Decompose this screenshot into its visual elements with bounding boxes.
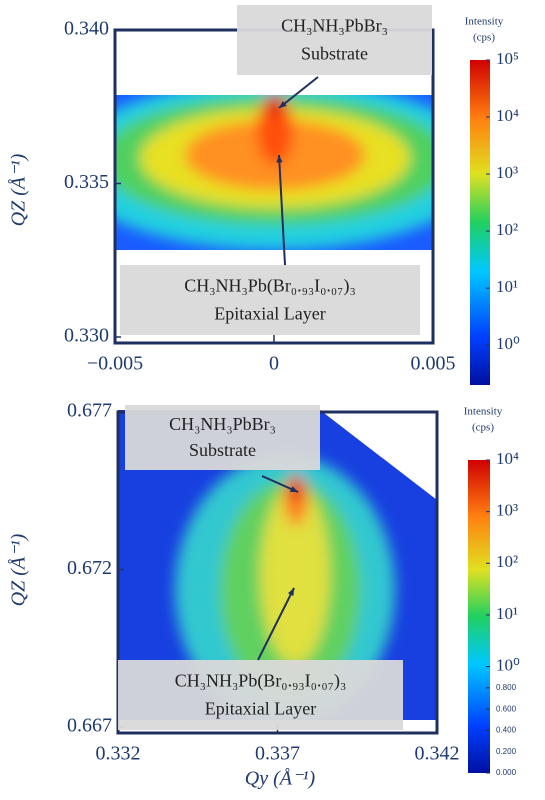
annotation-box bbox=[118, 660, 403, 730]
colorbar-tick-label: 10¹ bbox=[496, 604, 518, 623]
x-axis-label: Qy (Å⁻¹) bbox=[245, 768, 316, 790]
x-tick-label: 0.332 bbox=[96, 743, 141, 765]
annotation-text: Substrate bbox=[189, 440, 256, 460]
annotation-box bbox=[120, 265, 420, 335]
annotation-text: CH₃NH₃Pb(Br₀.₉₃I₀.₀₇)₃ bbox=[184, 276, 355, 297]
annotation-text: CH₃NH₃Pb(Br₀.₉₃I₀.₀₇)₃ bbox=[175, 671, 346, 692]
annotation-text: CH₃NH₃PbBr₃ bbox=[169, 414, 276, 434]
y-tick-label: 0.667 bbox=[67, 715, 112, 737]
colorbar-tick-label: 10⁰ bbox=[496, 334, 520, 353]
annotation-box bbox=[125, 405, 320, 470]
annotation-text: Epitaxial Layer bbox=[205, 699, 316, 719]
annotation-arrow bbox=[257, 587, 295, 661]
colorbar-tick-label: 10⁵ bbox=[496, 49, 519, 68]
colorbar-tick-label: 0.600 bbox=[496, 704, 517, 713]
x-tick-label: 0.337 bbox=[255, 743, 300, 765]
y-tick-label: 0.330 bbox=[64, 325, 109, 347]
colorbar-tick-label: 10³ bbox=[496, 163, 518, 182]
colorbar-tick-label: 0.400 bbox=[496, 726, 517, 735]
colorbar-tick-label: 0.800 bbox=[496, 683, 517, 692]
arrow-head bbox=[290, 486, 298, 492]
annotation-text: CH₃NH₃PbBr₃ bbox=[281, 16, 388, 36]
colorbar-tick-label: 10⁰ bbox=[496, 655, 520, 674]
colorbar-title: (cps) bbox=[473, 32, 495, 44]
colorbar-tick-label: 0.000 bbox=[496, 768, 517, 777]
annotation-arrow bbox=[278, 76, 319, 109]
arrow-head bbox=[287, 588, 294, 596]
x-tick-label: −0.005 bbox=[87, 353, 143, 375]
colorbar bbox=[470, 60, 490, 385]
y-axis-label: QZ (Å⁻¹) bbox=[8, 153, 30, 226]
annotation-box bbox=[237, 5, 432, 75]
colorbar bbox=[468, 460, 490, 773]
colorbar-tick-label: 10² bbox=[496, 220, 518, 239]
y-tick-label: 0.672 bbox=[67, 557, 112, 579]
colorbar-tick-label: 10⁴ bbox=[496, 449, 519, 468]
colorbar-tick-label: 10³ bbox=[496, 501, 518, 520]
y-tick-label: 0.335 bbox=[64, 171, 109, 193]
colorbar-tick-label: 10⁴ bbox=[496, 106, 519, 125]
annotation-text: Epitaxial Layer bbox=[214, 304, 325, 324]
colorbar-tick-label: 0.200 bbox=[496, 747, 517, 756]
arrow-head bbox=[276, 155, 283, 163]
colorbar-tick-label: 10² bbox=[496, 552, 518, 571]
y-tick-label: 0.340 bbox=[64, 18, 109, 40]
annotation-text: Substrate bbox=[301, 44, 368, 64]
colorbar-title: (cps) bbox=[472, 422, 494, 434]
intensity-map bbox=[115, 95, 433, 250]
x-tick-label: 0.005 bbox=[411, 353, 456, 375]
colorbar-title: Intensity bbox=[464, 406, 503, 418]
x-tick-label: 0.342 bbox=[415, 743, 460, 765]
y-axis-label: QZ (Å⁻¹) bbox=[8, 533, 30, 606]
arrow-head bbox=[279, 100, 287, 108]
colorbar-tick-label: 10¹ bbox=[496, 277, 518, 296]
annotation-arrow bbox=[278, 154, 286, 266]
y-tick-label: 0.677 bbox=[67, 400, 112, 422]
colorbar-title: Intensity bbox=[465, 16, 504, 28]
x-tick-label: 0 bbox=[269, 353, 279, 375]
